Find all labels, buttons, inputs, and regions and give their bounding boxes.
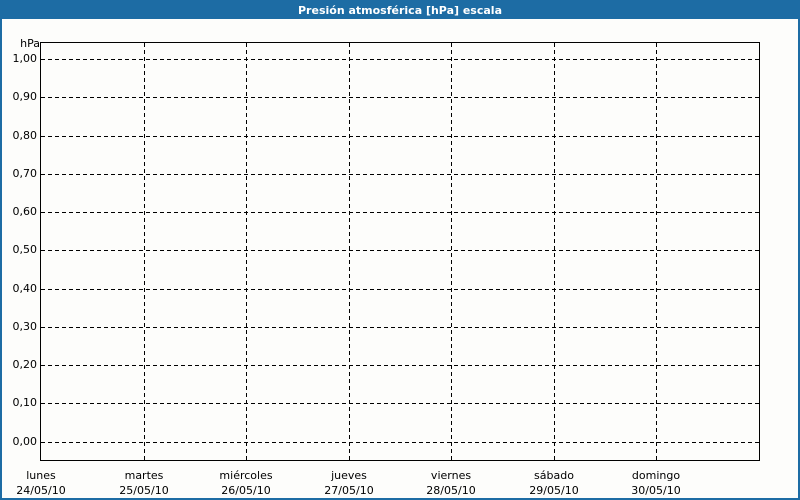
v-gridline [246,43,247,460]
y-axis-unit-label: hPa [20,37,40,50]
y-tick-label: 0,90 [12,90,38,103]
h-gridline [41,174,759,175]
h-gridline [41,97,759,98]
y-tick-label: 0,70 [12,167,38,180]
v-gridline [451,43,452,460]
x-day-label: domingo [631,469,681,482]
y-tick-label: 0,10 [12,396,38,409]
v-gridline [144,43,145,460]
y-tick-label: 0,30 [12,320,38,333]
h-gridline [41,212,759,213]
y-tick-label: 0,60 [12,205,38,218]
x-day-label: miércoles [219,469,273,482]
y-tick-label: 0,50 [12,243,38,256]
plot-area [40,42,760,461]
h-gridline [41,403,759,404]
h-gridline [41,289,759,290]
x-day-label: lunes [26,469,56,482]
h-gridline [41,136,759,137]
h-gridline [41,327,759,328]
x-day-label: martes [124,469,164,482]
chart-title-bar: Presión atmosférica [hPa] escala [2,2,798,19]
v-gridline [349,43,350,460]
x-day-label: viernes [430,469,472,482]
x-day-label: jueves [331,469,367,482]
v-gridline [554,43,555,460]
h-gridline [41,59,759,60]
v-gridline [656,43,657,460]
x-date-label: 30/05/10 [631,484,681,497]
x-date-label: 24/05/10 [16,484,66,497]
y-tick-label: 0,40 [12,282,38,295]
x-date-label: 28/05/10 [426,484,476,497]
y-tick-label: 0,20 [12,358,38,371]
y-tick-label: 0,00 [12,435,38,448]
x-date-label: 26/05/10 [221,484,271,497]
h-gridline [41,442,759,443]
h-gridline [41,365,759,366]
y-tick-label: 0,80 [12,129,38,142]
x-date-label: 25/05/10 [119,484,169,497]
chart-title: Presión atmosférica [hPa] escala [298,4,502,17]
h-gridline [41,250,759,251]
y-tick-label: 1,00 [12,52,38,65]
x-day-label: sábado [534,469,574,482]
x-date-label: 27/05/10 [324,484,374,497]
x-date-label: 29/05/10 [529,484,579,497]
